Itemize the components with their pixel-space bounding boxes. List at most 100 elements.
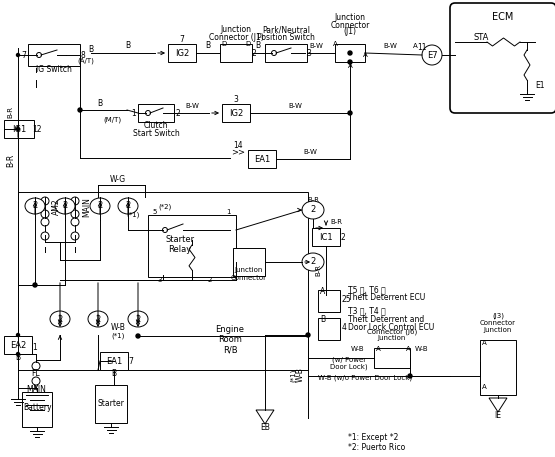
Circle shape — [271, 51, 276, 55]
Text: W-B: W-B — [351, 346, 365, 352]
Text: W-B: W-B — [415, 346, 429, 352]
Circle shape — [348, 60, 352, 64]
Circle shape — [41, 218, 49, 226]
Text: Connector (J1): Connector (J1) — [209, 32, 264, 42]
Bar — [22, 392, 52, 427]
Circle shape — [71, 197, 79, 205]
Text: B: B — [255, 42, 260, 51]
Bar — [220, 44, 252, 62]
Circle shape — [71, 232, 79, 240]
Text: 2: 2 — [135, 314, 140, 324]
Text: Relay: Relay — [168, 245, 191, 255]
Text: A: A — [376, 346, 381, 352]
Text: IG1: IG1 — [12, 124, 26, 133]
Text: D: D — [245, 41, 251, 47]
Text: B: B — [125, 42, 130, 51]
Text: B-R: B-R — [330, 219, 342, 225]
Text: Connector: Connector — [330, 21, 370, 30]
Circle shape — [145, 111, 150, 116]
Text: (J3): (J3) — [492, 313, 504, 319]
Text: B: B — [112, 368, 117, 377]
Text: Engine: Engine — [215, 325, 245, 335]
Text: EA1: EA1 — [254, 154, 270, 164]
Bar — [28, 44, 80, 66]
Circle shape — [17, 53, 19, 57]
Ellipse shape — [302, 253, 324, 271]
Text: A: A — [362, 52, 367, 58]
Circle shape — [32, 362, 40, 370]
Text: Theft Deterrent and: Theft Deterrent and — [348, 314, 424, 324]
Circle shape — [163, 228, 168, 233]
Ellipse shape — [118, 198, 138, 214]
Circle shape — [78, 108, 82, 112]
Bar — [480, 340, 516, 395]
Text: (*1): (*1) — [290, 368, 296, 382]
Circle shape — [33, 283, 37, 287]
Text: 2: 2 — [97, 202, 103, 211]
Circle shape — [136, 334, 140, 338]
Text: B-R: B-R — [307, 197, 319, 203]
Text: B: B — [205, 42, 210, 51]
Text: Battery: Battery — [23, 404, 51, 413]
Text: 2: 2 — [62, 202, 68, 211]
Text: B-W: B-W — [303, 149, 317, 155]
Text: Position Switch: Position Switch — [257, 32, 315, 42]
Text: (A/T): (A/T) — [78, 58, 94, 64]
Text: 3: 3 — [234, 95, 239, 103]
Text: (*1): (*1) — [127, 212, 140, 218]
Text: T3 Ⓐ, T4 Ⓑ: T3 Ⓐ, T4 Ⓑ — [348, 307, 386, 315]
Text: (*2): (*2) — [158, 204, 171, 210]
Bar — [222, 104, 250, 122]
Text: Room: Room — [218, 335, 242, 345]
Text: W-B: W-B — [110, 324, 125, 333]
Text: 1: 1 — [132, 108, 137, 117]
Text: 2: 2 — [57, 314, 63, 324]
Text: STA: STA — [473, 33, 488, 43]
Text: EA2: EA2 — [10, 340, 26, 350]
Text: A: A — [332, 41, 337, 47]
Circle shape — [348, 111, 352, 115]
Text: Starter: Starter — [165, 235, 195, 244]
Text: (*1): (*1) — [112, 333, 125, 339]
Circle shape — [422, 45, 442, 65]
Bar — [138, 104, 174, 122]
Text: A: A — [482, 340, 487, 346]
Text: 2: 2 — [125, 202, 130, 211]
Text: A: A — [406, 346, 410, 352]
Text: 7: 7 — [129, 356, 133, 366]
FancyBboxPatch shape — [450, 3, 555, 113]
Bar — [4, 120, 34, 138]
Text: Clutch: Clutch — [144, 122, 168, 131]
Bar — [265, 44, 307, 62]
Text: 4: 4 — [342, 324, 347, 333]
Text: E7: E7 — [427, 51, 437, 59]
Text: 1: 1 — [33, 342, 37, 351]
Circle shape — [71, 218, 79, 226]
Bar — [148, 215, 236, 277]
Text: B-R: B-R — [7, 154, 16, 167]
Text: B: B — [98, 99, 103, 107]
Text: B: B — [320, 314, 325, 324]
Bar — [95, 385, 127, 423]
Text: B-W: B-W — [383, 43, 397, 49]
Text: Connector: Connector — [231, 275, 267, 281]
Bar — [248, 150, 276, 168]
Text: 7: 7 — [22, 51, 27, 59]
Text: 11: 11 — [417, 43, 427, 53]
Text: 3: 3 — [306, 48, 311, 58]
Ellipse shape — [88, 311, 108, 327]
Circle shape — [306, 333, 310, 337]
Circle shape — [17, 128, 19, 131]
Text: B-W: B-W — [288, 103, 302, 109]
Text: W-B: W-B — [295, 367, 305, 383]
Bar — [312, 228, 340, 246]
Ellipse shape — [90, 198, 110, 214]
Circle shape — [41, 232, 49, 240]
Text: B: B — [88, 46, 94, 54]
Text: Start Switch: Start Switch — [133, 128, 179, 138]
Circle shape — [348, 51, 352, 55]
Text: Theft Deterrent ECU: Theft Deterrent ECU — [348, 293, 425, 303]
Text: MAIN: MAIN — [82, 197, 91, 217]
Text: 2: 2 — [251, 48, 256, 58]
Text: Junction: Junction — [378, 335, 406, 341]
